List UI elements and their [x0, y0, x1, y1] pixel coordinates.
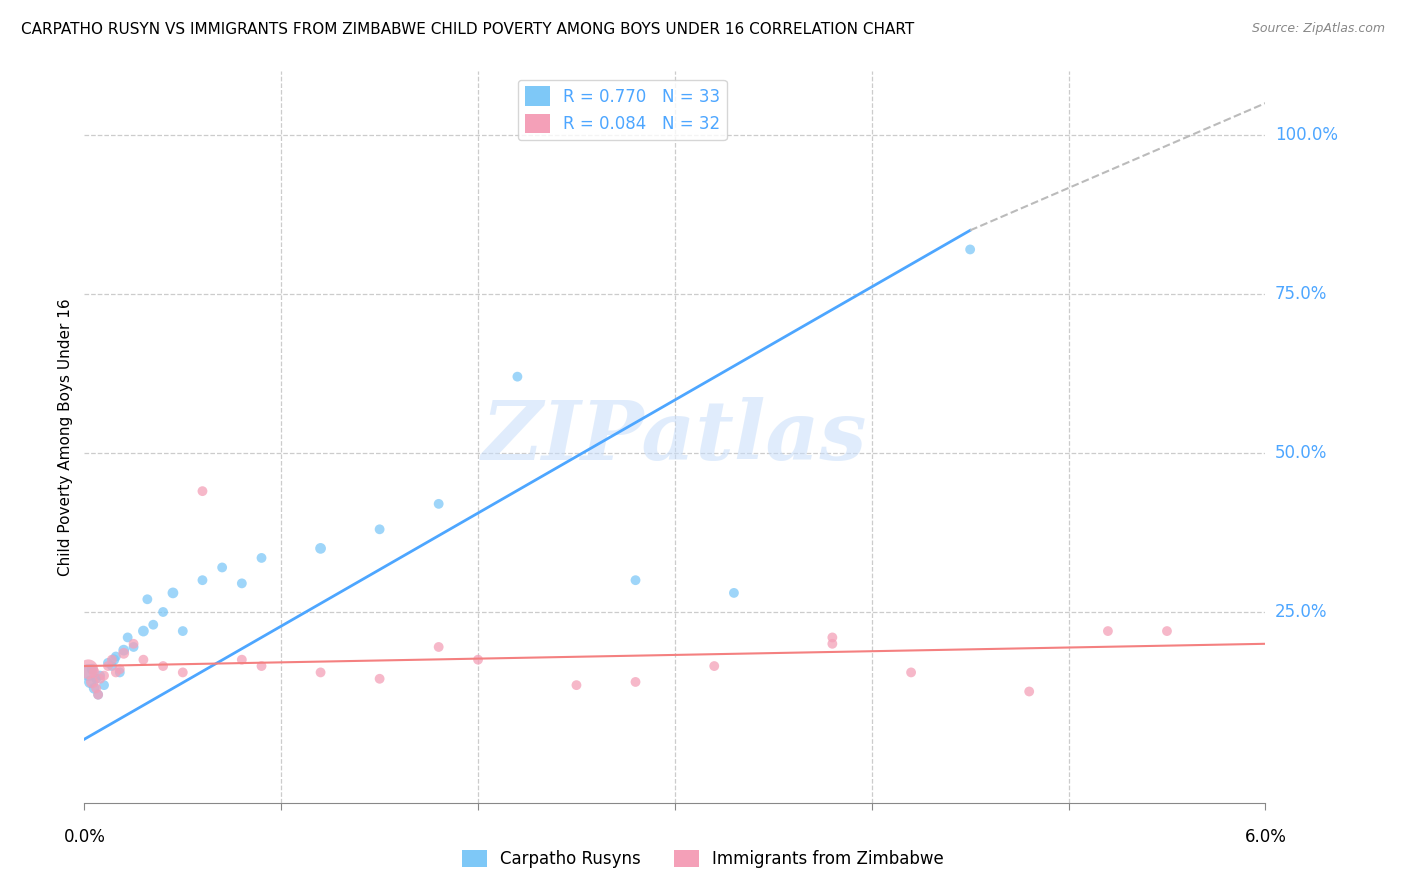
Point: [89, 672, 111, 686]
Point: [309, 541, 332, 556]
Point: [1018, 684, 1040, 698]
Point: [87, 688, 110, 702]
Point: [309, 665, 332, 680]
Point: [211, 560, 233, 574]
Point: [821, 631, 844, 645]
Text: 50.0%: 50.0%: [1275, 444, 1327, 462]
Text: 25.0%: 25.0%: [1275, 603, 1327, 621]
Point: [132, 653, 155, 667]
Point: [122, 637, 145, 651]
Text: ZIPatlas: ZIPatlas: [482, 397, 868, 477]
Point: [467, 653, 489, 667]
Text: 6.0%: 6.0%: [1244, 829, 1286, 847]
Point: [104, 665, 127, 680]
Legend: R = 0.770   N = 33, R = 0.084   N = 32: R = 0.770 N = 33, R = 0.084 N = 32: [517, 79, 727, 140]
Point: [172, 665, 194, 680]
Point: [703, 659, 725, 673]
Point: [117, 631, 139, 645]
Point: [101, 653, 124, 667]
Point: [250, 550, 273, 565]
Point: [1097, 624, 1119, 638]
Point: [112, 646, 135, 660]
Point: [132, 624, 155, 638]
Point: [142, 617, 165, 632]
Point: [152, 605, 174, 619]
Point: [427, 497, 450, 511]
Point: [427, 640, 450, 654]
Point: [231, 653, 253, 667]
Point: [82, 662, 104, 676]
Point: [162, 586, 184, 600]
Point: [723, 586, 745, 600]
Point: [84, 672, 107, 686]
Point: [172, 624, 194, 638]
Point: [191, 573, 214, 587]
Point: [191, 484, 214, 499]
Text: Source: ZipAtlas.com: Source: ZipAtlas.com: [1251, 22, 1385, 36]
Text: 0.0%: 0.0%: [63, 829, 105, 847]
Point: [83, 681, 105, 696]
Point: [108, 665, 131, 680]
Point: [112, 643, 135, 657]
Point: [97, 656, 120, 670]
Point: [368, 522, 391, 536]
Point: [87, 688, 110, 702]
Point: [84, 681, 107, 696]
Point: [624, 675, 647, 690]
Point: [77, 662, 100, 676]
Point: [93, 668, 115, 682]
Point: [506, 369, 529, 384]
Point: [103, 653, 125, 667]
Point: [250, 659, 273, 673]
Point: [959, 243, 981, 257]
Point: [89, 668, 111, 682]
Point: [104, 649, 127, 664]
Point: [821, 637, 844, 651]
Point: [368, 672, 391, 686]
Point: [624, 573, 647, 587]
Point: [97, 659, 120, 673]
Text: 75.0%: 75.0%: [1275, 285, 1327, 303]
Text: CARPATHO RUSYN VS IMMIGRANTS FROM ZIMBABWE CHILD POVERTY AMONG BOYS UNDER 16 COR: CARPATHO RUSYN VS IMMIGRANTS FROM ZIMBAB…: [21, 22, 914, 37]
Point: [77, 665, 100, 680]
Text: 100.0%: 100.0%: [1275, 126, 1339, 144]
Legend: Carpatho Rusyns, Immigrants from Zimbabwe: Carpatho Rusyns, Immigrants from Zimbabw…: [456, 843, 950, 875]
Point: [101, 659, 124, 673]
Point: [79, 675, 101, 690]
Point: [93, 678, 115, 692]
Point: [122, 640, 145, 654]
Point: [152, 659, 174, 673]
Point: [565, 678, 588, 692]
Point: [83, 665, 105, 680]
Y-axis label: Child Poverty Among Boys Under 16: Child Poverty Among Boys Under 16: [58, 298, 73, 576]
Point: [1156, 624, 1178, 638]
Point: [136, 592, 159, 607]
Point: [900, 665, 922, 680]
Point: [231, 576, 253, 591]
Point: [108, 662, 131, 676]
Point: [82, 675, 104, 690]
